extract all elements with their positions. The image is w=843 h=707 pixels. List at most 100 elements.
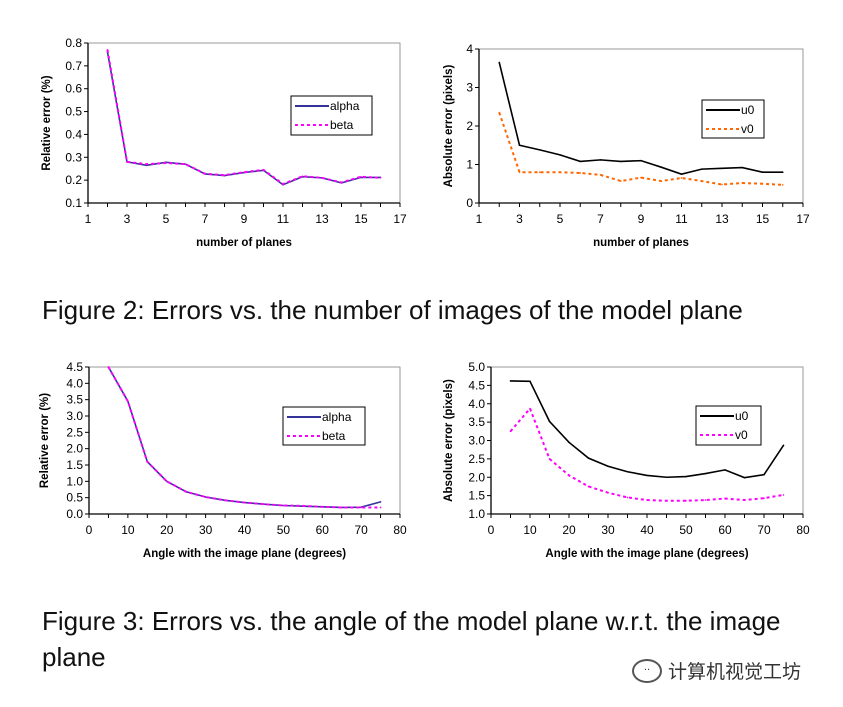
y-axis-label: Relative error (%) [39, 393, 51, 488]
data-point-v0 [665, 499, 668, 502]
data-point-v0 [700, 180, 703, 182]
data-point-v0 [685, 499, 687, 502]
x-tick-label: 0 [86, 523, 93, 537]
y-axis-label: Absolute error (pixels) [443, 379, 455, 502]
y-tick-label: 1.5 [468, 489, 485, 503]
x-tick-label: 40 [640, 523, 654, 537]
x-tick-label: 3 [516, 212, 523, 226]
data-point-u0 [529, 380, 531, 383]
data-point-u0 [763, 473, 765, 476]
data-point-v0 [782, 494, 785, 496]
legend-box [282, 406, 366, 446]
data-point-u0 [721, 167, 723, 170]
y-tick-label: 0.3 [65, 150, 82, 164]
x-tick-label: 13 [715, 212, 729, 226]
data-point-u0 [587, 457, 590, 459]
data-point-beta [184, 163, 187, 165]
data-point-beta [301, 175, 304, 178]
data-point-v0 [607, 491, 609, 494]
data-point-v0 [724, 497, 726, 500]
x-tick-label: 11 [675, 212, 688, 226]
y-tick-label: 2.0 [66, 442, 83, 456]
y-tick-label: 3.0 [66, 409, 83, 423]
data-point-beta [263, 503, 265, 506]
data-point-beta [282, 504, 285, 507]
y-tick-label: 3.5 [66, 393, 83, 407]
y-tick-label: 4.5 [66, 360, 83, 374]
data-point-v0 [721, 183, 723, 186]
x-tick-label: 17 [393, 212, 407, 226]
y-tick-label: 0.1 [65, 196, 82, 210]
x-tick-label: 80 [796, 523, 810, 537]
y-tick-label: 3.0 [468, 434, 485, 448]
x-tick-label: 30 [199, 523, 213, 537]
data-point-u0 [640, 159, 642, 162]
y-tick-label: 0.5 [65, 105, 82, 119]
x-tick-label: 3 [124, 212, 131, 226]
data-point-v0 [548, 458, 551, 460]
data-point-beta [243, 171, 245, 173]
data-point-v0 [741, 182, 744, 184]
data-point-u0 [538, 149, 541, 151]
data-point-v0 [626, 496, 629, 499]
watermark-text: 计算机视觉工坊 [668, 661, 802, 683]
data-point-v0 [761, 182, 764, 185]
y-tick-label: 0.4 [65, 127, 82, 141]
y-axis-label: Absolute error (pixels) [443, 64, 455, 187]
data-point-v0 [568, 474, 570, 477]
legend-label-v0: v0 [741, 122, 754, 136]
y-tick-label: 1 [466, 158, 473, 172]
data-point-v0 [559, 171, 561, 173]
legend-label-u0: u0 [735, 409, 749, 423]
data-point-beta [204, 496, 207, 498]
y-tick-label: 5.0 [468, 360, 485, 374]
data-point-v0 [587, 485, 590, 488]
y-tick-label: 1.0 [468, 507, 485, 521]
x-axis-label: number of planes [196, 237, 292, 249]
data-point-v0 [640, 176, 642, 179]
y-tick-label: 0 [466, 196, 473, 210]
data-point-u0 [724, 469, 726, 471]
data-point-beta [340, 506, 343, 509]
y-tick-label: 2.5 [468, 452, 485, 466]
chart-3: 0.0 0.5 1.0 1.5 2.0 2.5 3.0 3.5 4.0 4.5 0 10 20 30 40 5… [39, 360, 407, 560]
data-point-u0 [518, 144, 521, 147]
data-point-beta [262, 169, 265, 171]
data-point-u0 [619, 160, 622, 163]
x-tick-label: 15 [756, 212, 770, 226]
chart-4: 1.0 1.5 2.0 2.5 3.0 3.5 4.0 4.5 5.0 0 10 20 30 40 50 60… [443, 360, 810, 560]
series-line-v0 [498, 112, 783, 186]
legend: alpha beta [282, 406, 366, 446]
x-tick-label: 11 [277, 212, 290, 226]
y-tick-label: 3 [466, 81, 473, 95]
data-point-beta [360, 506, 362, 509]
data-point-u0 [782, 444, 785, 447]
y-tick-label: 4.0 [66, 376, 83, 390]
x-tick-label: 5 [163, 212, 170, 226]
x-tick-label: 17 [796, 212, 810, 226]
x-tick-label: 1 [476, 212, 483, 226]
legend-box [290, 95, 373, 136]
data-point-v0 [529, 407, 531, 410]
x-tick-label: 9 [241, 212, 248, 226]
data-point-beta [185, 490, 187, 493]
x-tick-label: 7 [597, 212, 604, 226]
data-point-v0 [763, 497, 765, 499]
figure-2-caption: Figure 2: Errors vs. the number of image… [42, 295, 743, 325]
watermark: ·· 计算机视觉工坊 [632, 657, 801, 684]
data-point-v0 [743, 499, 746, 501]
legend-label-beta: beta [322, 429, 346, 443]
y-tick-label: 1.5 [66, 458, 83, 472]
data-point-u0 [685, 475, 687, 478]
y-tick-label: 3.5 [468, 415, 485, 429]
data-point-v0 [704, 499, 707, 501]
data-point-v0 [509, 430, 512, 433]
y-tick-label: 0.0 [66, 507, 83, 521]
data-point-beta [204, 172, 206, 175]
data-point-beta [106, 49, 109, 51]
data-point-beta [243, 501, 246, 504]
data-point-beta [127, 400, 129, 403]
